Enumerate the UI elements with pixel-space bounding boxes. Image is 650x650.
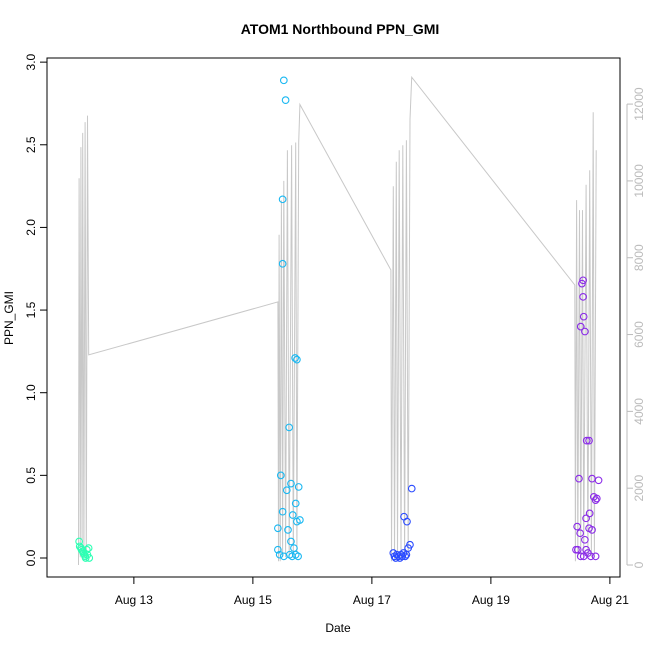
y-axis-label: PPN_GMI <box>2 291 16 345</box>
point <box>278 259 287 268</box>
y2-tick-label: 6000 <box>632 321 646 348</box>
point <box>588 526 596 534</box>
point <box>275 550 284 559</box>
point <box>281 96 290 104</box>
x-tick-label: Aug 15 <box>234 593 272 607</box>
point <box>581 535 589 544</box>
point <box>579 312 588 321</box>
x-axis-label: Date <box>325 621 351 635</box>
y-tick-label: 0.0 <box>24 549 38 566</box>
point <box>284 526 292 534</box>
point <box>401 552 410 561</box>
point <box>290 544 298 552</box>
point <box>582 436 591 445</box>
x-tick-label: Aug 19 <box>472 593 510 607</box>
point <box>288 552 296 561</box>
point <box>83 545 91 554</box>
point <box>274 524 282 533</box>
point <box>276 471 285 480</box>
point <box>296 516 304 524</box>
point <box>398 552 407 561</box>
point <box>579 276 587 285</box>
y-tick-label: 0.5 <box>24 467 38 484</box>
point <box>294 552 302 561</box>
point <box>282 486 291 495</box>
chart-title: ATOM1 Northbound PPN_GMI <box>241 21 440 37</box>
point <box>294 483 303 491</box>
x-tick-label: Aug 13 <box>115 593 153 607</box>
point <box>85 554 94 562</box>
point <box>578 279 586 288</box>
point <box>287 537 295 546</box>
point <box>576 529 584 538</box>
y-tick-label: 3.0 <box>24 53 38 70</box>
point <box>582 514 590 523</box>
point <box>403 517 411 526</box>
y2-tick-label: 10000 <box>632 164 646 198</box>
point <box>579 292 587 301</box>
point <box>402 550 411 559</box>
point <box>279 76 288 85</box>
point <box>84 544 93 552</box>
point <box>573 545 582 554</box>
y2-tick-label: 8000 <box>632 244 646 271</box>
point <box>585 509 594 518</box>
point <box>592 494 601 503</box>
line <box>78 75 597 566</box>
x-tick-label: Aug 21 <box>591 593 629 607</box>
point <box>407 484 416 493</box>
point <box>576 552 585 561</box>
point <box>594 476 603 485</box>
y-tick-label: 1.0 <box>24 384 38 401</box>
y-tick-label: 2.5 <box>24 136 38 153</box>
x-tick-label: Aug 17 <box>353 593 391 607</box>
point <box>278 507 287 516</box>
point <box>288 511 297 519</box>
y-tick-label: 2.0 <box>24 219 38 236</box>
point <box>274 545 282 554</box>
point <box>287 479 295 488</box>
point <box>591 496 600 504</box>
plot-box <box>46 57 621 578</box>
point <box>278 195 287 204</box>
point <box>291 499 300 508</box>
point <box>581 327 589 336</box>
y2-tick-label: 0 <box>632 561 646 568</box>
point <box>591 552 600 561</box>
point <box>579 552 588 561</box>
point <box>285 423 294 432</box>
y-tick-label: 1.5 <box>24 301 38 318</box>
y2-tick-label: 12000 <box>632 87 646 121</box>
y2-tick-label: 2000 <box>632 475 646 502</box>
point <box>573 522 582 531</box>
point <box>576 322 585 331</box>
point <box>585 436 593 445</box>
y2-tick-label: 4000 <box>632 398 646 425</box>
point <box>291 354 299 362</box>
point <box>293 355 301 364</box>
point <box>575 474 583 483</box>
